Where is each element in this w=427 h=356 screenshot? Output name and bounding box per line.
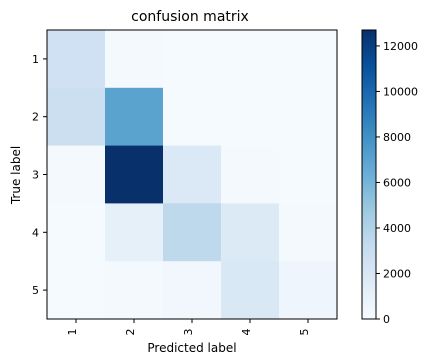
- colorbar-tick-label: 6000: [383, 176, 411, 189]
- heatmap-cell: [105, 145, 164, 204]
- heatmap-cell: [105, 30, 164, 89]
- colorbar-tick-label: 0: [383, 313, 390, 326]
- colorbar-tick-label: 2000: [383, 267, 411, 280]
- heatmap-cell: [221, 145, 280, 204]
- y-tick-label: 1: [32, 53, 39, 66]
- y-tick-label: 5: [32, 284, 39, 297]
- heatmap-cell: [279, 203, 338, 262]
- heatmap-cell: [105, 87, 164, 147]
- heatmap-cell: [47, 87, 106, 147]
- heatmap-cell: [221, 30, 280, 89]
- colorbar-tick-label: 12000: [383, 40, 418, 53]
- colorbar-tick-label: 8000: [383, 131, 411, 144]
- colorbar-tick-label: 10000: [383, 85, 418, 98]
- heatmap-cell: [279, 87, 338, 147]
- heatmap-cells: [47, 30, 338, 320]
- heatmap-cell: [221, 261, 280, 320]
- colorbar-ticks: 0 2000 4000 6000 8000 10000 12000: [376, 40, 418, 326]
- heatmap-cell: [221, 203, 280, 262]
- chart-title: confusion matrix: [131, 9, 249, 25]
- heatmap-cell: [163, 261, 222, 320]
- heatmap-cell: [105, 203, 164, 262]
- heatmap-cell: [221, 87, 280, 147]
- heatmap-cell: [279, 30, 338, 89]
- heatmap-cell: [47, 30, 106, 89]
- colorbar-tick-label: 4000: [383, 222, 411, 235]
- heatmap-cell: [163, 30, 222, 89]
- x-axis-label: Predicted label: [147, 341, 236, 355]
- y-axis-label: True label: [9, 146, 23, 205]
- heatmap-cell: [163, 145, 222, 204]
- x-tick-label: 4: [240, 329, 253, 336]
- heatmap-cell: [163, 87, 222, 147]
- y-tick-label: 4: [32, 226, 39, 239]
- x-tick-label: 3: [182, 329, 195, 336]
- x-tick-label: 5: [298, 329, 311, 336]
- y-tick-label: 2: [32, 111, 39, 124]
- colorbar: [361, 29, 377, 320]
- heatmap-cell: [279, 261, 338, 320]
- x-tick-label: 2: [124, 329, 137, 336]
- heatmap-cell: [279, 145, 338, 204]
- heatmap-cell: [105, 261, 164, 320]
- heatmap-cell: [163, 203, 222, 262]
- heatmap-cell: [47, 261, 106, 320]
- y-axis-ticks: 1 2 3 4 5: [32, 53, 47, 297]
- x-tick-label: 1: [66, 329, 79, 336]
- heatmap-cell: [47, 145, 106, 204]
- heatmap-cell: [47, 203, 106, 262]
- x-axis-ticks: 1 2 3 4 5: [66, 319, 311, 336]
- y-tick-label: 3: [32, 169, 39, 182]
